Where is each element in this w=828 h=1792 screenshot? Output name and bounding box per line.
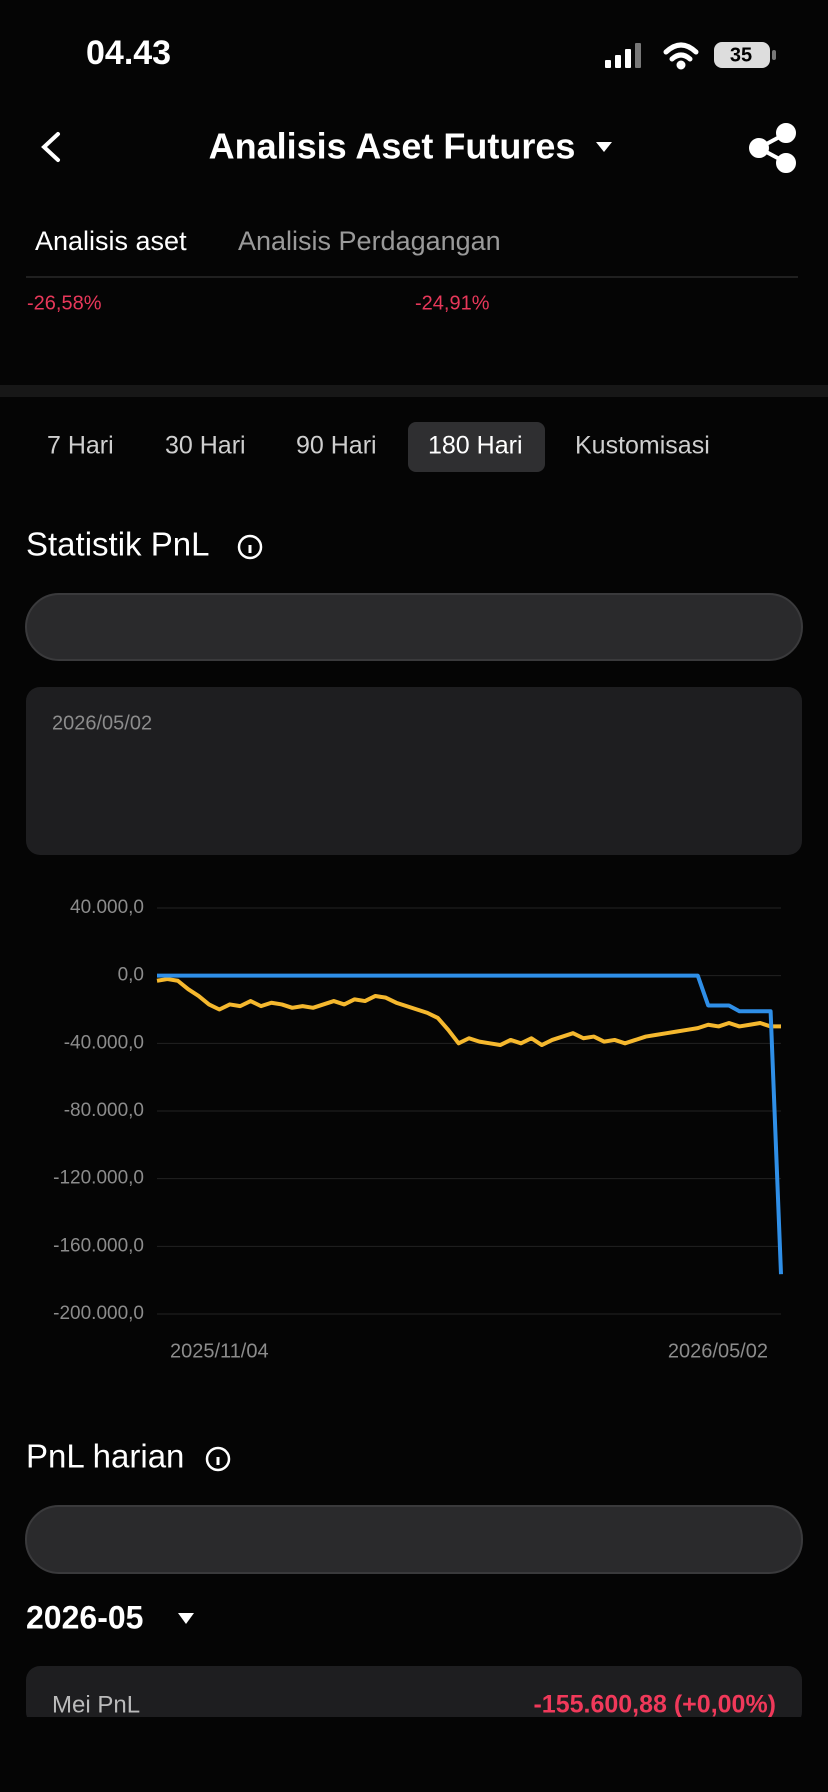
month-summary-box bbox=[26, 1666, 802, 1726]
wifi-icon bbox=[663, 42, 699, 70]
y-tick-label: -160.000,0 bbox=[53, 1235, 144, 1256]
series-line bbox=[156, 977, 781, 1048]
battery-cap bbox=[772, 50, 776, 60]
back-button[interactable] bbox=[41, 132, 60, 162]
period-option[interactable]: Kustomisasi bbox=[575, 432, 710, 460]
x-tick-label: 2025/11/04 bbox=[170, 1340, 269, 1362]
share-button[interactable] bbox=[749, 123, 796, 173]
month-caret[interactable] bbox=[178, 1613, 194, 1624]
info-icon[interactable] bbox=[205, 1446, 231, 1472]
page-title: Analisis Aset Futures bbox=[209, 126, 576, 167]
battery-level: 35 bbox=[730, 44, 752, 66]
x-tick-label: 2026/05/02 bbox=[668, 1340, 768, 1362]
y-tick-label: 40.000,0 bbox=[70, 897, 144, 918]
y-tick-label: 0,0 bbox=[118, 965, 144, 986]
period-option[interactable]: 90 Hari bbox=[296, 432, 377, 460]
month-summary-label: Mei PnL bbox=[52, 1691, 140, 1718]
month-summary-value: -155.600,88 (+0,00%) bbox=[533, 1691, 776, 1719]
month-selector[interactable]: 2026-05 bbox=[26, 1599, 143, 1635]
y-tick-label: -80.000,0 bbox=[64, 1100, 144, 1121]
period-option[interactable]: 7 Hari bbox=[47, 432, 114, 460]
period-option[interactable]: 30 Hari bbox=[165, 432, 246, 460]
tooltip-box bbox=[26, 687, 802, 855]
tab[interactable]: Analisis aset bbox=[35, 226, 187, 256]
battery-icon bbox=[714, 42, 770, 68]
period-pill-selected bbox=[408, 422, 545, 472]
y-tick-label: -200.000,0 bbox=[53, 1303, 144, 1324]
y-tick-label: -120.000,0 bbox=[53, 1168, 144, 1189]
section-divider bbox=[0, 385, 828, 397]
summary-value: -26,58% bbox=[27, 292, 102, 314]
info-icon[interactable] bbox=[237, 534, 263, 560]
section-title: PnL harian bbox=[26, 1438, 184, 1475]
y-tick-label: -40.000,0 bbox=[64, 1032, 144, 1053]
tooltip-date: 2026/05/02 bbox=[52, 712, 152, 734]
daily-mode-toggle bbox=[25, 1505, 803, 1574]
tab[interactable]: Analisis Perdagangan bbox=[238, 226, 501, 256]
pnl-mode-toggle bbox=[25, 593, 803, 661]
bottom-fade bbox=[0, 1717, 828, 1792]
summary-value: -24,91% bbox=[415, 292, 490, 314]
section-title: Statistik PnL bbox=[26, 526, 209, 563]
series-line bbox=[157, 973, 783, 1275]
period-option[interactable]: 180 Hari bbox=[428, 432, 523, 460]
title-caret[interactable] bbox=[596, 142, 612, 152]
clock: 04.43 bbox=[86, 34, 171, 72]
signal-icon bbox=[605, 43, 641, 68]
